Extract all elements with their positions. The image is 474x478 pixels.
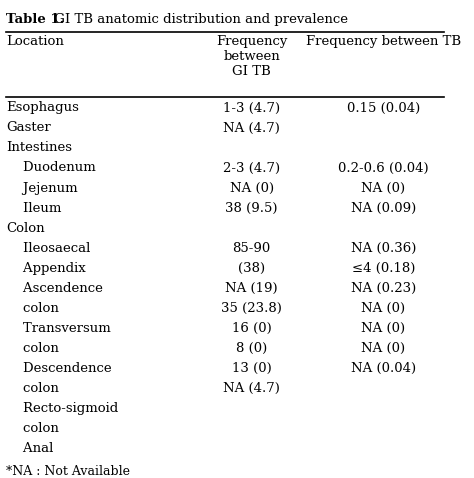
Text: Descendence: Descendence	[6, 362, 111, 375]
Text: 35 (23.8): 35 (23.8)	[221, 302, 282, 315]
Text: 16 (0): 16 (0)	[232, 322, 272, 335]
Text: Location: Location	[6, 34, 64, 48]
Text: Transversum: Transversum	[6, 322, 110, 335]
Text: NA (4.7): NA (4.7)	[223, 121, 280, 134]
Text: 0.15 (0.04): 0.15 (0.04)	[347, 101, 420, 114]
Text: Ascendence: Ascendence	[6, 282, 103, 294]
Text: Frequency
between
GI TB: Frequency between GI TB	[216, 34, 287, 77]
Text: NA (0): NA (0)	[362, 302, 406, 315]
Text: 1-3 (4.7): 1-3 (4.7)	[223, 101, 280, 114]
Text: Appendix: Appendix	[6, 261, 86, 274]
Text: 8 (0): 8 (0)	[236, 342, 267, 355]
Text: NA (0.09): NA (0.09)	[351, 202, 416, 215]
Text: NA (4.7): NA (4.7)	[223, 381, 280, 395]
Text: Anal: Anal	[6, 442, 53, 455]
Text: Intestines: Intestines	[6, 141, 72, 154]
Text: NA (0): NA (0)	[362, 322, 406, 335]
Text: colon: colon	[6, 342, 59, 355]
Text: NA (0): NA (0)	[229, 182, 273, 195]
Text: NA (19): NA (19)	[225, 282, 278, 294]
Text: NA (0.36): NA (0.36)	[351, 241, 416, 255]
Text: colon: colon	[6, 381, 59, 395]
Text: Recto-sigmoid: Recto-sigmoid	[6, 402, 118, 415]
Text: NA (0.04): NA (0.04)	[351, 362, 416, 375]
Text: NA (0.23): NA (0.23)	[351, 282, 416, 294]
Text: 0.2-0.6 (0.04): 0.2-0.6 (0.04)	[338, 162, 429, 174]
Text: 85-90: 85-90	[233, 241, 271, 255]
Text: *NA : Not Available: *NA : Not Available	[6, 466, 130, 478]
Text: 38 (9.5): 38 (9.5)	[226, 202, 278, 215]
Text: Gaster: Gaster	[6, 121, 51, 134]
Text: Colon: Colon	[6, 221, 45, 235]
Text: Ileosaecal: Ileosaecal	[6, 241, 90, 255]
Text: (38): (38)	[238, 261, 265, 274]
Text: Frequency between TB: Frequency between TB	[306, 34, 461, 48]
Text: NA (0): NA (0)	[362, 342, 406, 355]
Text: 13 (0): 13 (0)	[232, 362, 272, 375]
Text: 2-3 (4.7): 2-3 (4.7)	[223, 162, 280, 174]
Text: Jejenum: Jejenum	[6, 182, 77, 195]
Text: ≤4 (0.18): ≤4 (0.18)	[352, 261, 415, 274]
Text: Esophagus: Esophagus	[6, 101, 79, 114]
Text: colon: colon	[6, 422, 59, 435]
Text: GI TB anatomic distribution and prevalence: GI TB anatomic distribution and prevalen…	[50, 13, 347, 26]
Text: Table 1.: Table 1.	[6, 13, 64, 26]
Text: NA (0): NA (0)	[362, 182, 406, 195]
Text: colon: colon	[6, 302, 59, 315]
Text: Duodenum: Duodenum	[6, 162, 96, 174]
Text: Ileum: Ileum	[6, 202, 61, 215]
